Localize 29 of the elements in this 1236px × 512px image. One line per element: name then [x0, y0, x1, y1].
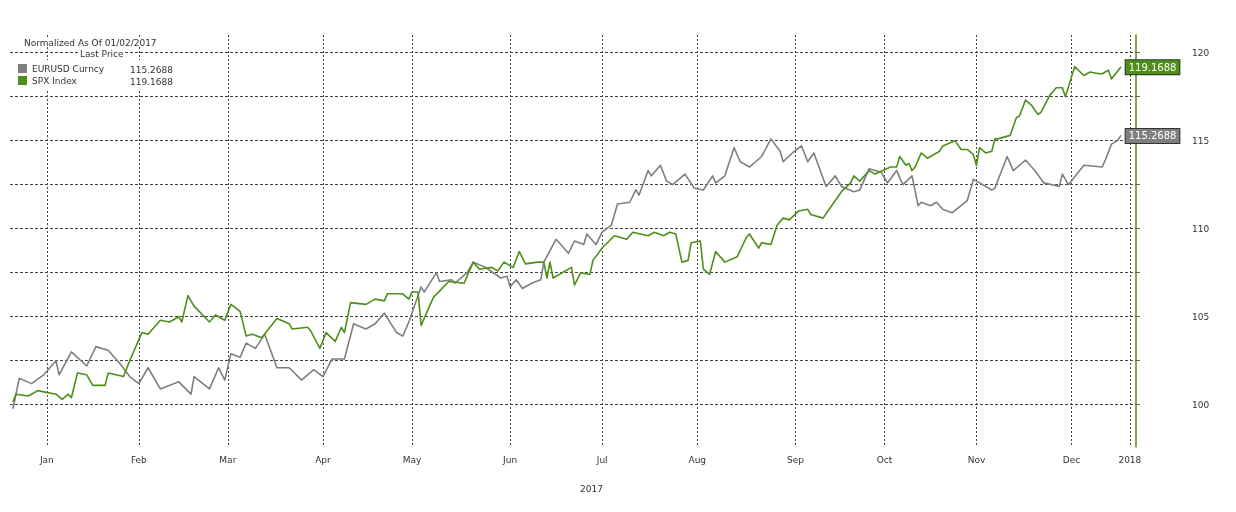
x-tick-label: Sep — [786, 454, 805, 465]
y-tick-label: 115 — [1192, 135, 1210, 146]
x-tick-label: Jan — [38, 454, 54, 465]
line-series — [12, 135, 1122, 410]
x-tick-label: May — [402, 454, 422, 465]
x-tick-label: Jun — [502, 454, 518, 465]
x-tick-label: Mar — [219, 454, 237, 465]
data-label: 115.2688 — [1128, 130, 1177, 142]
y-tick-label: 100 — [1192, 399, 1210, 410]
x-tick-label: Apr — [315, 454, 332, 465]
x-tick-label: Dec — [1062, 454, 1081, 465]
y-tick-label: 120 — [1192, 47, 1210, 58]
x-tick-label: Aug — [688, 454, 707, 465]
x-tick-label: Oct — [876, 454, 893, 465]
legend-label: EURUSD Curncy — [32, 63, 105, 74]
x-tick-label: Jul — [595, 454, 608, 465]
x-tick-label: Feb — [130, 454, 148, 465]
text: 119.1688 — [130, 76, 173, 87]
x-tick-label: 2018 — [1118, 454, 1142, 465]
x-tick-label: Nov — [967, 454, 986, 465]
annotation: Last Price — [80, 48, 125, 59]
legend-title: Normalized As Of 01/02/2017 — [24, 37, 157, 48]
legend-label: SPX Index — [32, 75, 78, 86]
text: 2017 — [580, 483, 603, 494]
y-tick-label: 105 — [1192, 311, 1210, 322]
line-series — [12, 65, 1122, 403]
y-tick-label: 110 — [1192, 223, 1210, 234]
data-label: 119.1688 — [1128, 61, 1177, 73]
text: 115.2688 — [130, 64, 173, 75]
